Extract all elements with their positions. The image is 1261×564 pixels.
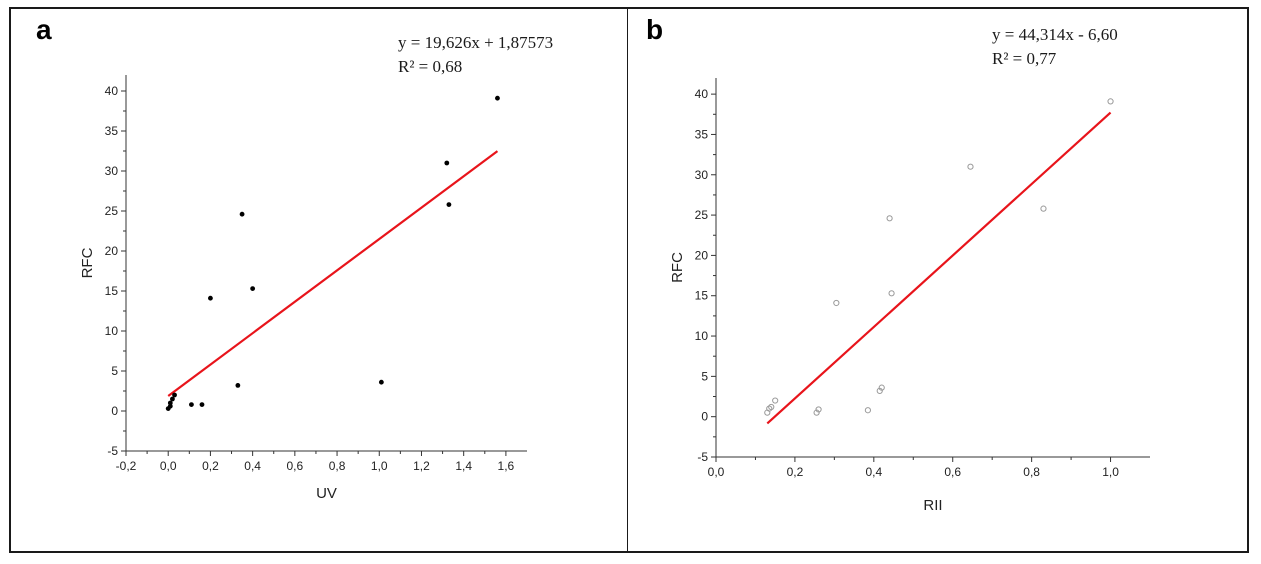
data-point [378, 379, 384, 385]
data-point [235, 383, 241, 388]
panel-a-r2: R² = 0,68 [398, 57, 463, 76]
panel-a-letter: a [36, 14, 52, 45]
y-tick-label: 30 [695, 168, 709, 182]
data-point [172, 392, 177, 398]
x-tick-label: 1,0 [371, 459, 388, 473]
x-tick-label: 0,0 [160, 459, 177, 473]
data-point [170, 396, 175, 402]
x-tick-label: 1,0 [1102, 465, 1119, 479]
data-point [444, 160, 450, 166]
y-tick-label: 5 [111, 364, 118, 378]
data-point [768, 403, 775, 411]
x-tick-label: 0,6 [286, 459, 303, 473]
chart-b: 0,0 0,2 0,4 0,6 0,8 1,0 -5 0 5 10 15 20 25 30 35 40 RII R… [669, 78, 1150, 514]
x-tick-label: 0,4 [244, 459, 261, 473]
x-tick-label: 0,2 [787, 465, 804, 479]
figure-frame [9, 7, 1249, 553]
data-point [208, 295, 213, 301]
fit-line [766, 111, 1112, 425]
data-point [1107, 98, 1114, 105]
chart-a: -0,2 0,0 0,2 0,4 0,6 0,8 1,0 1,2 1,4 1,6 -5 0 5 10 15 2… [79, 75, 527, 502]
y-tick-label: 20 [105, 244, 119, 258]
x-tick-label: -0,2 [116, 459, 137, 473]
data-point [167, 400, 173, 406]
y-tick-label: 25 [695, 208, 709, 222]
data-point [815, 406, 822, 413]
x-tick-label: 1,4 [455, 459, 472, 473]
x-axis-label: RII [923, 497, 942, 514]
y-axis-label: RFC [669, 252, 686, 283]
data-point [967, 163, 974, 170]
fit-line [167, 150, 499, 397]
y-tick-label: 0 [701, 410, 708, 424]
x-tick-label: 0,8 [1023, 465, 1040, 479]
y-tick-label: 40 [105, 84, 119, 98]
x-tick-label: 1,6 [498, 459, 515, 473]
y-tick-label: 20 [695, 248, 709, 262]
y-tick-label: -5 [107, 444, 118, 458]
y-tick-label: 30 [105, 164, 119, 178]
data-point [833, 299, 840, 307]
data-point [772, 397, 779, 404]
y-tick-label: 35 [105, 124, 119, 138]
data-point [878, 384, 885, 391]
x-axis-label: UV [316, 485, 337, 502]
y-axis-label: RFC [79, 247, 96, 278]
panel-a-equation: y = 19,626x + 1,87573 [398, 33, 554, 52]
data-point [864, 407, 872, 414]
x-tick-label: 0,0 [708, 465, 725, 479]
y-tick-label: 0 [111, 404, 118, 418]
y-tick-label: -5 [697, 450, 708, 464]
data-point [446, 202, 452, 208]
y-tick-label: 40 [695, 87, 709, 101]
x-tick-label: 1,2 [413, 459, 430, 473]
x-tick-label: 0,4 [865, 465, 882, 479]
y-tick-label: 15 [695, 289, 709, 303]
data-point [189, 402, 194, 407]
data-point [813, 409, 820, 416]
data-point [250, 286, 256, 291]
data-point [888, 290, 895, 297]
panel-b-letter: b [646, 14, 664, 45]
panel-divider [627, 7, 628, 553]
y-tick-label: 25 [105, 204, 119, 218]
y-tick-label: 15 [105, 284, 119, 298]
data-point [239, 211, 245, 217]
data-point [886, 215, 893, 222]
panel-b-equation: y = 44,314x - 6,60 [992, 25, 1118, 44]
y-tick-label: 5 [701, 369, 708, 383]
y-tick-label: 10 [105, 324, 119, 338]
y-tick-label: 10 [695, 329, 709, 343]
x-tick-label: 0,2 [202, 459, 219, 473]
data-point [495, 95, 500, 101]
x-tick-label: 0,8 [329, 459, 346, 473]
data-point [876, 387, 883, 394]
data-point [1040, 205, 1047, 212]
y-tick-label: 35 [695, 127, 709, 141]
panel-b-r2: R² = 0,77 [992, 49, 1057, 68]
x-tick-label: 0,6 [944, 465, 961, 479]
data-point [199, 402, 205, 407]
